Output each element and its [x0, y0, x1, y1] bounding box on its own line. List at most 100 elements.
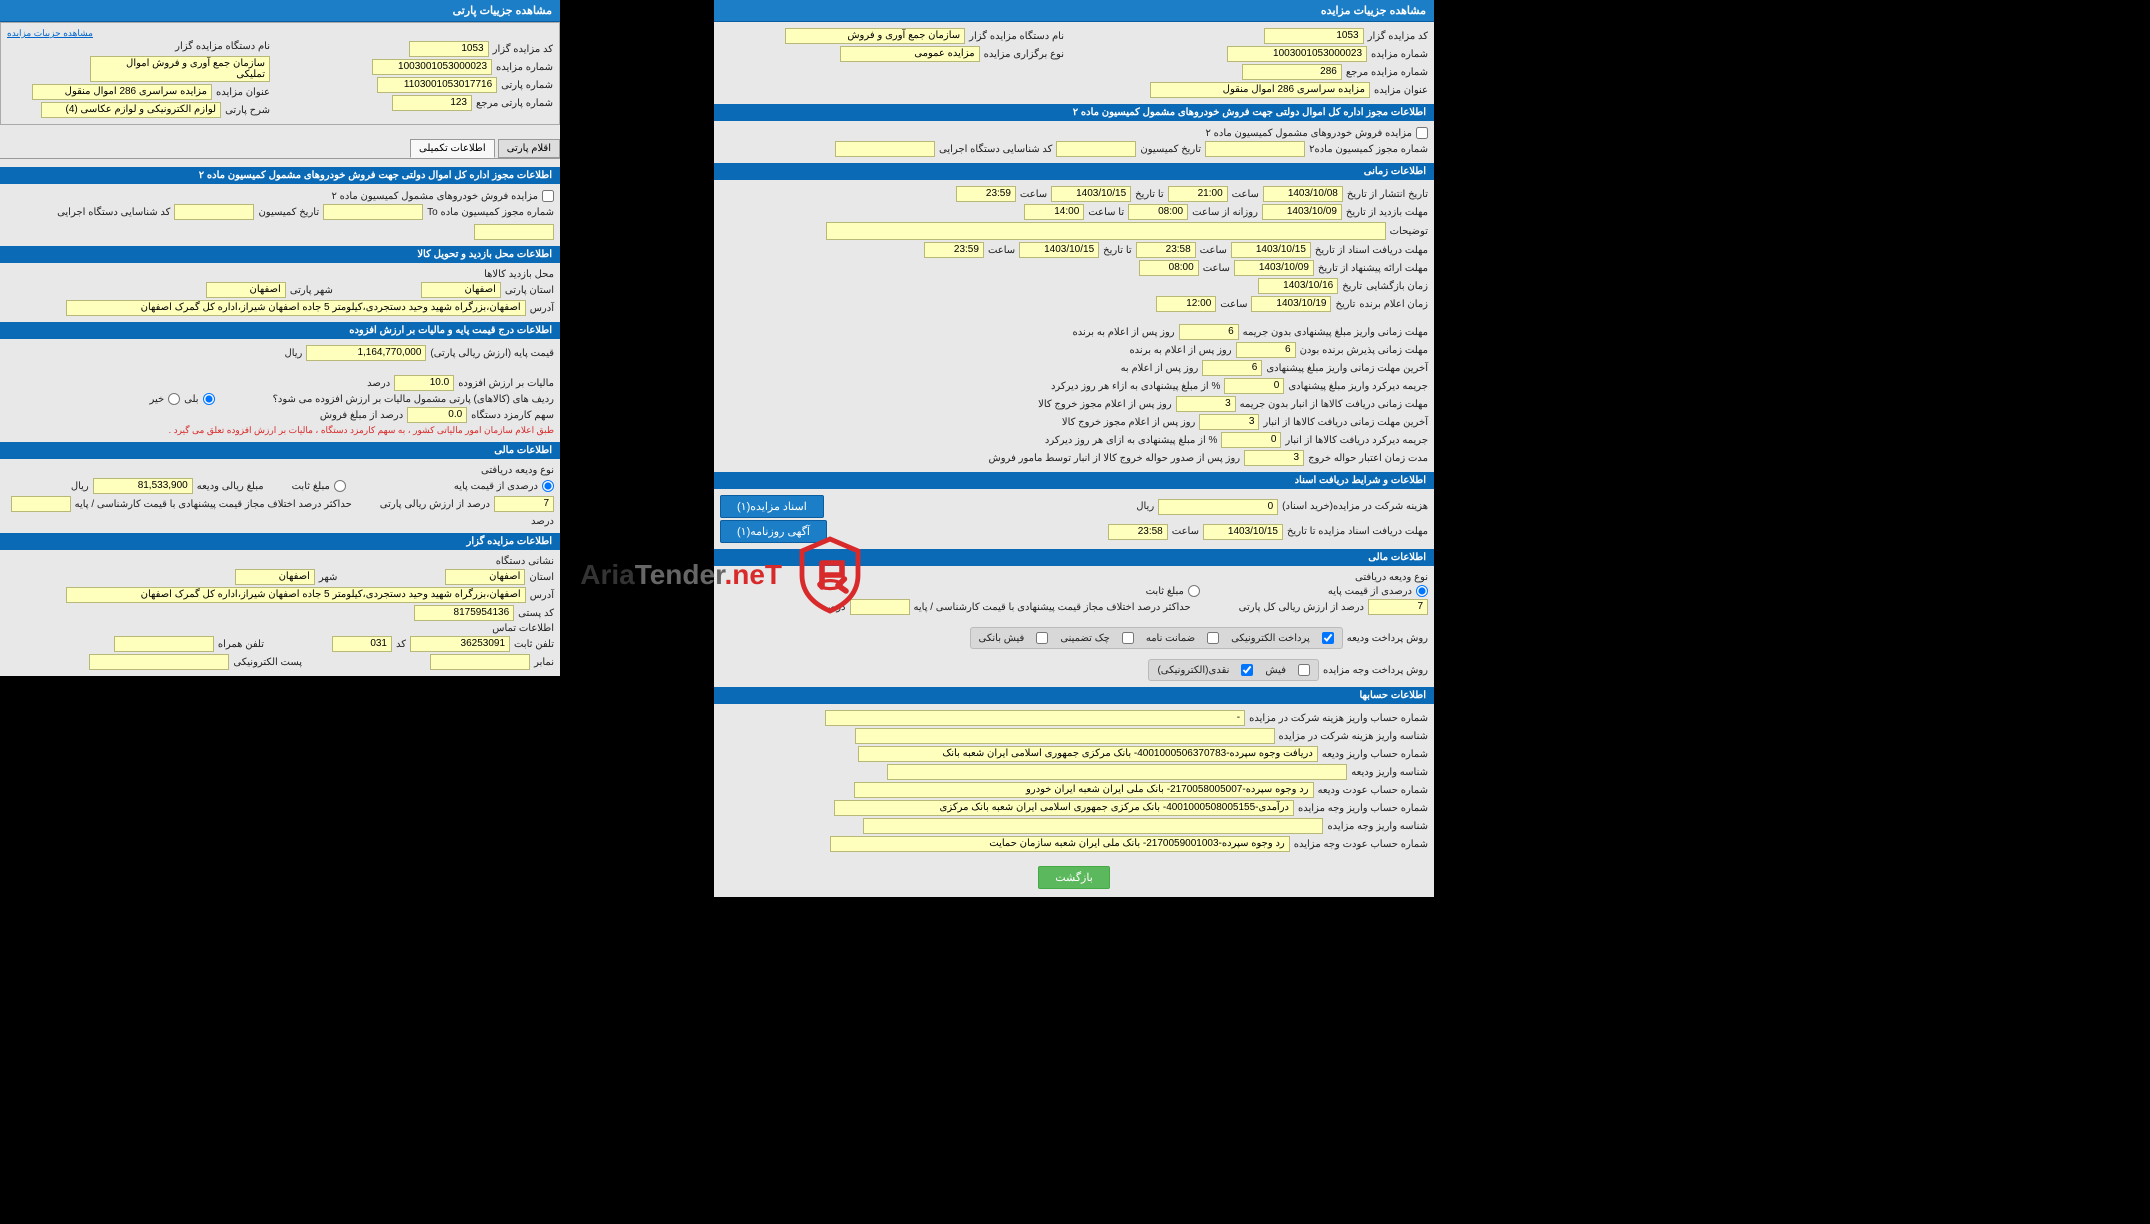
last-deposit-label: آخرین مهلت زمانی واریز مبلغ پیشنهادی: [1266, 363, 1428, 374]
cheque-label: چک تضمینی: [1060, 633, 1110, 644]
deposit-amt-val: 81,533,900: [93, 478, 193, 494]
docs-d2: 1403/10/15: [1019, 242, 1099, 258]
ecash-checkbox[interactable]: [1241, 664, 1253, 676]
commission-checkbox[interactable]: [1416, 127, 1428, 139]
pct-base-radio-r[interactable]: [1416, 585, 1428, 597]
acct2-label: شناسه واریز هزینه شرکت در مزایده: [1279, 731, 1428, 742]
acct6-label: شماره حساب واریز وجه مزایده: [1298, 803, 1428, 814]
city-val: اصفهان: [206, 282, 286, 298]
l-deposit-type-label: نوع ودیعه دریافتی: [481, 465, 554, 476]
cheque-checkbox[interactable]: [1122, 632, 1134, 644]
acct1-val: -: [825, 710, 1245, 726]
l-pct-base-radio[interactable]: [542, 480, 554, 492]
l-fixed-radio[interactable]: [334, 480, 346, 492]
mobile-label: تلفن همراه: [218, 639, 264, 650]
auction-details-link[interactable]: مشاهده جزییات مزایده: [7, 28, 93, 38]
notes-label: توضیحات: [1390, 226, 1428, 237]
acct5-val: رد وجوه سپرده-2170058005007- بانک ملی ای…: [854, 782, 1314, 798]
l-auctioneer-subheader: اطلاعات مزایده گزار: [0, 533, 560, 550]
org-addr-label: نشانی دستگاه: [496, 556, 554, 567]
winner-h: 12:00: [1156, 296, 1216, 312]
pickup-late-fee-label: جریمه دیرکرد دریافت کالاها از انبار: [1285, 435, 1428, 446]
title-label: عنوان مزایده: [1374, 85, 1428, 96]
doc-deadline-label: مهلت دریافت اسناد مزایده تا تاریخ: [1287, 526, 1428, 537]
late-fee-label: جریمه دیرکرد واریز مبلغ پیشنهادی: [1288, 381, 1428, 392]
guarantee-checkbox[interactable]: [1207, 632, 1219, 644]
acct7-label: شناسه واریز وجه مزایده: [1327, 821, 1428, 832]
title-value: مزایده سراسری 286 اموال منقول: [1150, 82, 1370, 98]
fixed-label-r: مبلغ ثابت: [1146, 586, 1184, 597]
right-header-view-auction: مشاهده جزییات مزایده: [714, 0, 1434, 22]
hour-label-2: ساعت: [1020, 189, 1047, 200]
l-comm-date-label: تاریخ کمیسیون: [258, 207, 319, 218]
slip-checkbox[interactable]: [1298, 664, 1310, 676]
agency-fee-label: سهم کارمزد دستگاه: [471, 410, 554, 421]
docs-label: مهلت دریافت اسناد از تاریخ: [1315, 245, 1428, 256]
l-commission-checkbox[interactable]: [542, 190, 554, 202]
days-after-winner-2: روز پس از اعلام به برنده: [1129, 345, 1231, 356]
city2-label: شهر: [319, 572, 338, 583]
pickup-late-fee-val: 0: [1221, 432, 1281, 448]
ref-value: 286: [1242, 64, 1342, 80]
tab-more-info[interactable]: اطلاعات تکمیلی: [410, 139, 495, 158]
acct4-label: شناسه واریز ودیعه: [1351, 767, 1428, 778]
date-prefix-1: تاریخ: [1342, 281, 1362, 292]
to-date-label-1: تا تاریخ: [1135, 189, 1164, 200]
auction-num-label: شماره مزایده: [1371, 49, 1428, 60]
vat-no-radio[interactable]: [168, 393, 180, 405]
fee-label: هزینه شرکت در مزایده(خرید اسناد): [1282, 501, 1428, 512]
commission-check-label: مزایده فروش خودروهای مشمول کمیسیون ماده …: [1205, 128, 1412, 139]
pct-val-r: 7: [1368, 599, 1428, 615]
auction-docs-button[interactable]: اسناد مزایده(۱): [720, 495, 824, 518]
open-d: 1403/10/16: [1258, 278, 1338, 294]
l-pct-of-value-label: درصد از ارزش ریالی پارتی: [380, 499, 490, 510]
pickup-last-label: آخرین مهلت زمانی دریافت کالاها از انبار: [1263, 417, 1428, 428]
docs-h2: 23:59: [924, 242, 984, 258]
winner-label: زمان اعلام برنده: [1359, 299, 1428, 310]
pct-base-label-r: درصدی از قیمت پایه: [1328, 586, 1412, 597]
l-pct-base-label: درصدی از قیمت پایه: [454, 481, 538, 492]
l-price-subheader: اطلاعات درج قیمت پایه و مالیات بر ارزش ا…: [0, 322, 560, 339]
epay-checkbox[interactable]: [1322, 632, 1334, 644]
offer-label: مهلت ارائه پیشنهاد از تاریخ: [1318, 263, 1428, 274]
vat-yes-radio[interactable]: [203, 393, 215, 405]
l-ref-val: 123: [392, 95, 472, 111]
province-val: اصفهان: [421, 282, 501, 298]
l-comm-date-val: [174, 204, 254, 220]
addr-label: آدرس: [530, 303, 554, 314]
l-code-val: 1053: [409, 41, 489, 57]
docs-receipt-subheader: اطلاعات و شرایط دریافت اسناد: [714, 472, 1434, 489]
code-label: کد مزایده گزار: [1368, 31, 1428, 42]
back-button[interactable]: بازگشت: [1038, 866, 1110, 889]
email-val: [89, 654, 229, 670]
acct8-label: شماره حساب عودت وجه مزایده: [1294, 839, 1428, 850]
l-desc-label: شرح پارتی: [225, 105, 270, 116]
fixed-radio-r[interactable]: [1188, 585, 1200, 597]
comm-num-label: شماره مجوز کمیسیون ماده۲: [1309, 144, 1428, 155]
penalty-deposit-label: مهلت زمانی واریز مبلغ پیشنهادی بدون جریم…: [1243, 327, 1428, 338]
tab-items[interactable]: اقلام پارتی: [498, 139, 560, 158]
l-max-diff-val: [11, 496, 71, 512]
brand-text: AriaTender.neT: [580, 559, 782, 591]
bank-slip-checkbox[interactable]: [1036, 632, 1048, 644]
city2-val: اصفهان: [235, 569, 315, 585]
timing-subheader: اطلاعات زمانی: [714, 163, 1434, 180]
deposit-pay-label: روش پرداخت ودیعه: [1347, 633, 1428, 644]
hour-label-1: ساعت: [1232, 189, 1259, 200]
visit-d1: 1403/10/09: [1262, 204, 1342, 220]
l-commission-subheader: اطلاعات مجوز اداره کل اموال دولتی جهت فر…: [0, 167, 560, 184]
tax-info-text: طبق اعلام سازمان امور مالیاتی کشور ، به …: [169, 425, 554, 436]
type-label: نوع برگزاری مزایده: [984, 49, 1064, 60]
contact-label: اطلاعات تماس: [492, 623, 554, 634]
hour-label-7: ساعت: [1172, 526, 1199, 537]
hour-label-5: ساعت: [1203, 263, 1230, 274]
left-header-view-party: مشاهده جزییات پارتی: [0, 0, 560, 22]
doc-deadline-h: 23:58: [1108, 524, 1168, 540]
logo-tender: Tender: [635, 559, 725, 590]
l-visit-subheader: اطلاعات محل بازدید و تحویل کالا: [0, 246, 560, 263]
notes-textarea[interactable]: [826, 222, 1386, 240]
pct-per-day-2: % از مبلغ پیشنهادی به ازای هر روز دیرکرد: [1045, 435, 1218, 446]
l-comm-num-val: [323, 204, 423, 220]
rial-label-l2: ریال: [71, 481, 89, 492]
comm-date-label: تاریخ کمیسیون: [1140, 144, 1201, 155]
